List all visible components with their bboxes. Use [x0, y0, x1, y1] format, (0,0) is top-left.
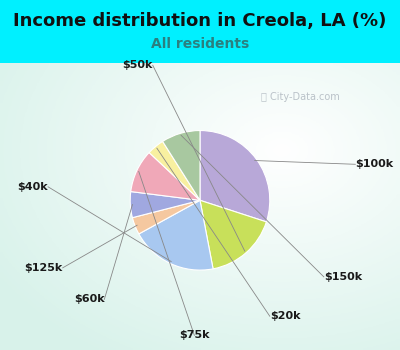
- Text: $75k: $75k: [179, 330, 210, 340]
- Wedge shape: [130, 191, 200, 218]
- Text: All residents: All residents: [151, 37, 249, 51]
- Text: $40k: $40k: [18, 182, 48, 192]
- Wedge shape: [200, 131, 270, 222]
- Text: $20k: $20k: [270, 311, 300, 321]
- Wedge shape: [163, 131, 200, 200]
- Wedge shape: [132, 200, 200, 234]
- Text: ⓘ City-Data.com: ⓘ City-Data.com: [261, 92, 340, 103]
- Wedge shape: [149, 141, 200, 200]
- Text: $50k: $50k: [122, 60, 153, 70]
- Wedge shape: [139, 200, 213, 270]
- Text: Income distribution in Creola, LA (%): Income distribution in Creola, LA (%): [13, 12, 387, 30]
- Text: $100k: $100k: [355, 159, 394, 169]
- Text: $150k: $150k: [324, 272, 362, 282]
- Text: $60k: $60k: [74, 294, 104, 304]
- Text: $125k: $125k: [24, 263, 63, 273]
- Wedge shape: [131, 153, 200, 200]
- Wedge shape: [200, 200, 266, 269]
